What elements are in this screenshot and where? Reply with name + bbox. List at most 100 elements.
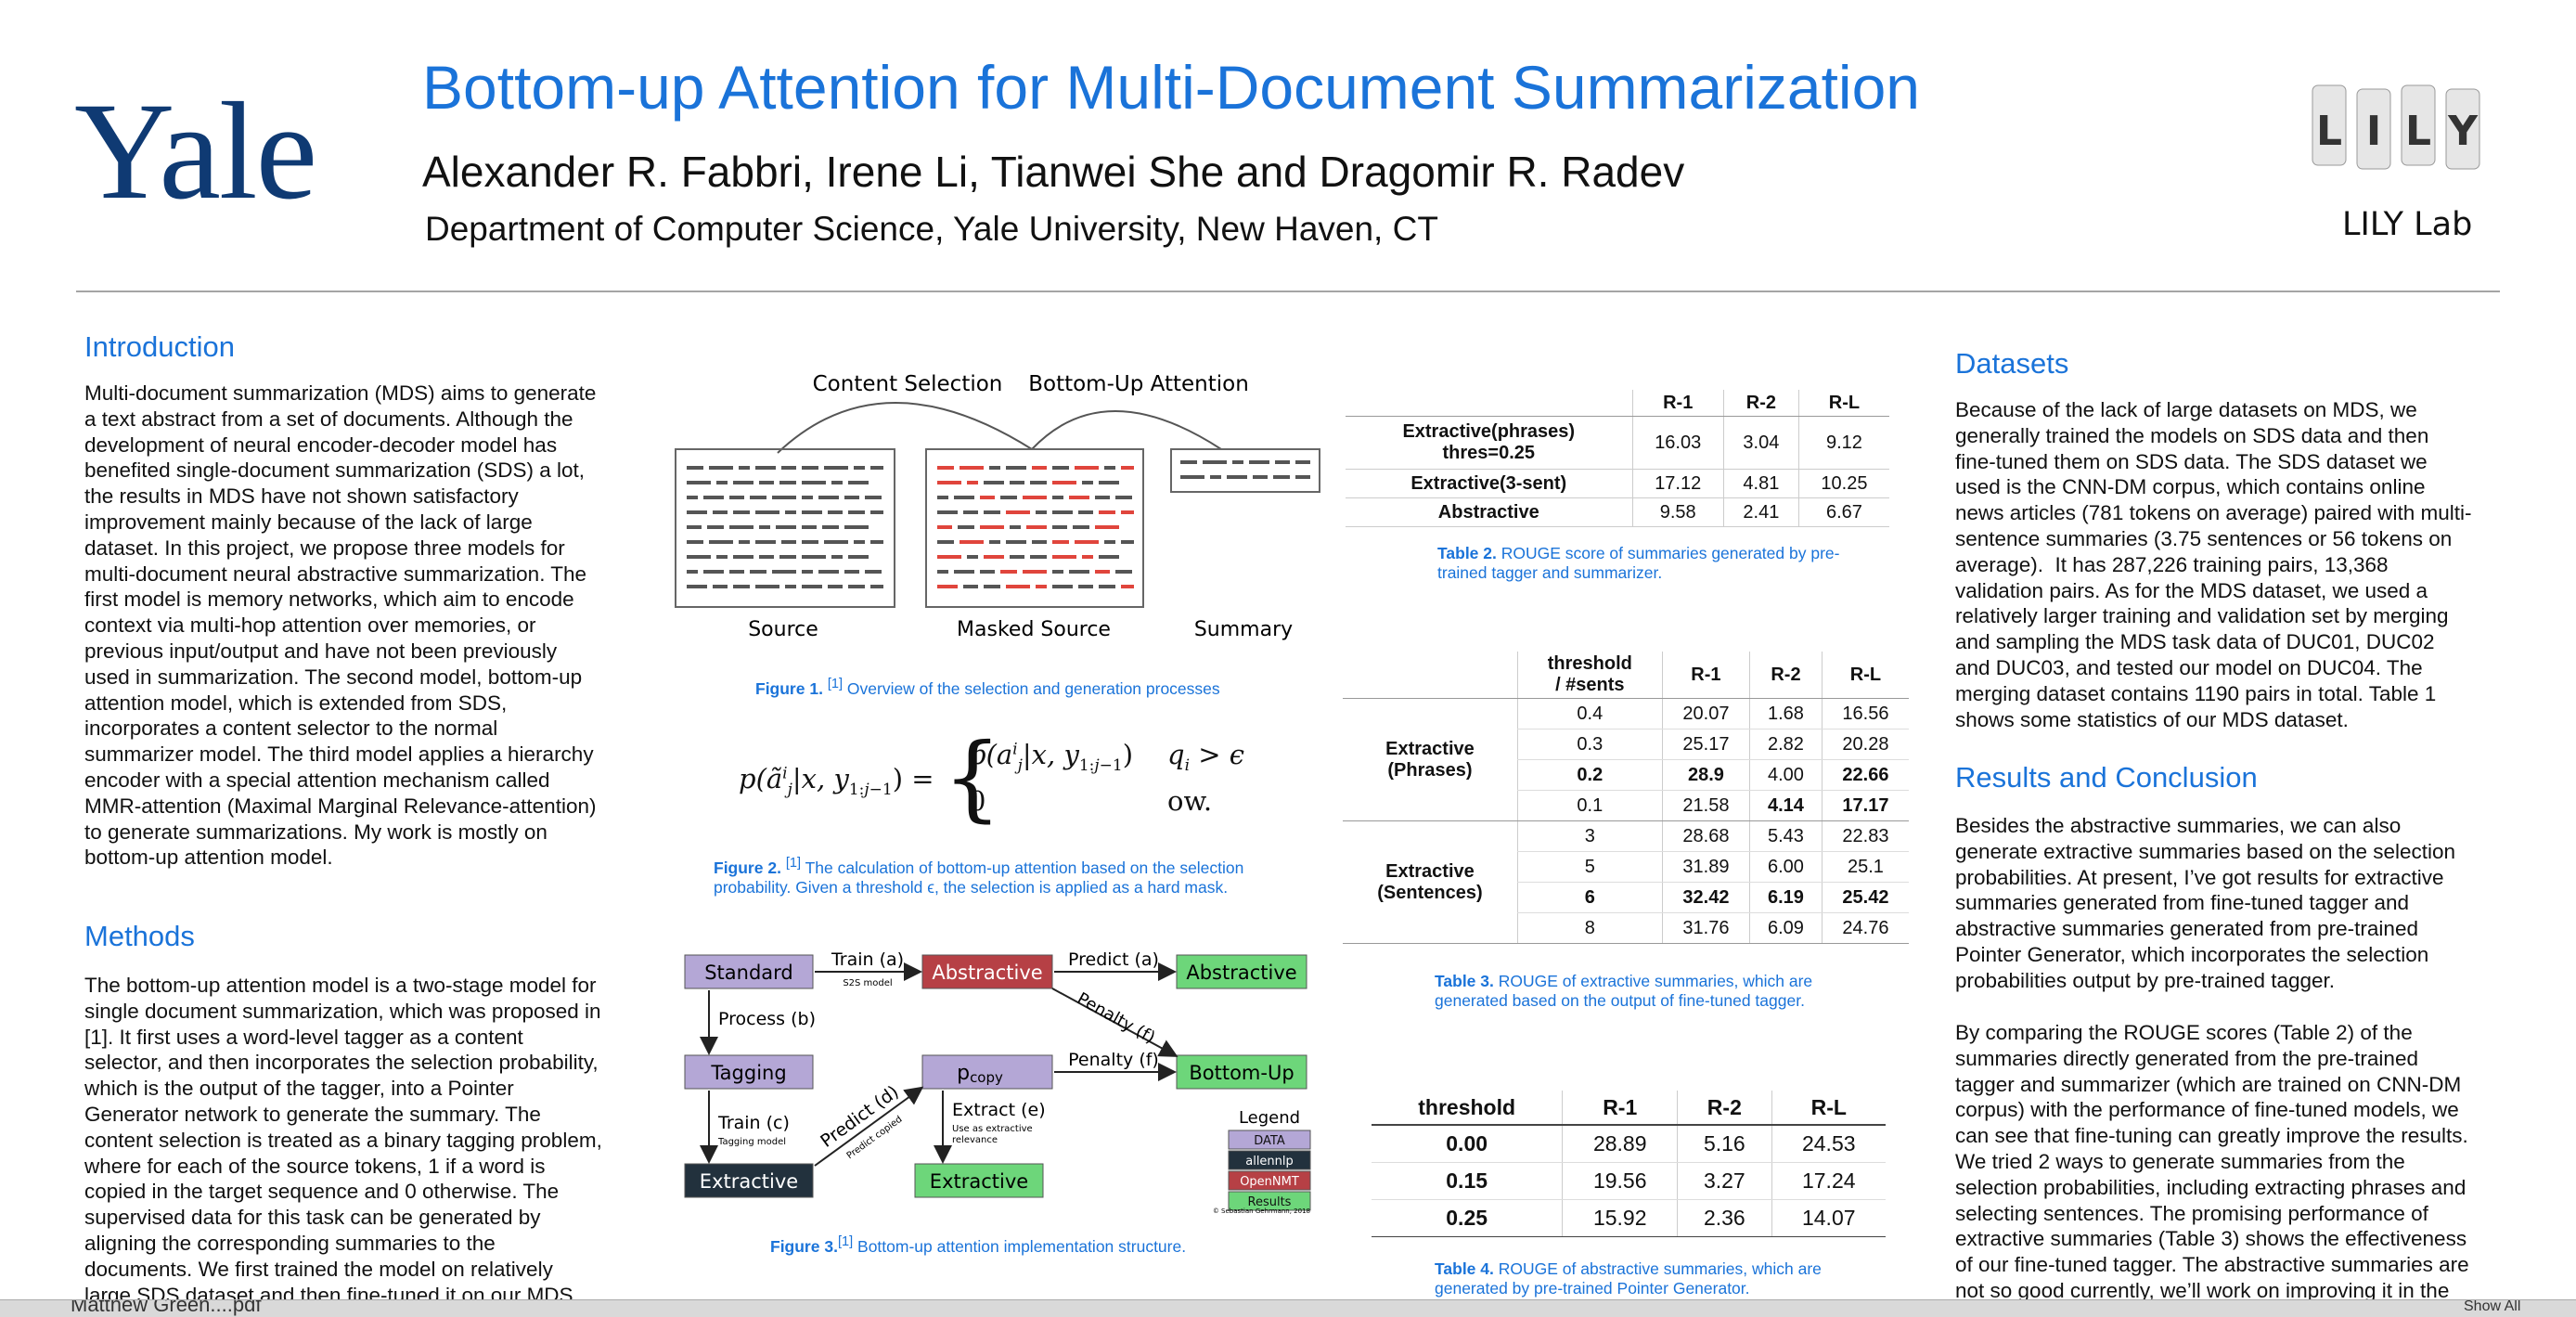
table-3: threshold / #sents R-1 R-2 R-L Extractive (Phr…	[1343, 652, 1909, 944]
introduction-line: first model is memory networks, which ai…	[84, 587, 574, 612]
results-line: can see that fine-tuning can greatly imp…	[1955, 1124, 2468, 1148]
table-group-label: Extractive (Phrases)	[1343, 698, 1518, 821]
table-row-label: Extractive(3-sent)	[1346, 469, 1633, 498]
introduction-line: used in summarization. The second model,…	[84, 665, 583, 689]
table-cell: 16.03	[1631, 416, 1724, 470]
legend-label: OpenNMT	[1240, 1175, 1299, 1189]
table-cell: 20.28	[1821, 729, 1909, 760]
datasets-line: Because of the lack of large datasets on…	[1955, 398, 2417, 421]
masked-source-box	[925, 448, 1144, 608]
table-row-label: 0.15	[1372, 1162, 1563, 1200]
table-group-label: Extractive (Sentences)	[1343, 820, 1518, 944]
table-4: threshold R-1 R-2 R-L 0.00 28.89 5.16 24.53 0.15…	[1372, 1091, 1886, 1237]
lily-logo-letter: L	[2405, 108, 2431, 155]
table-row-label: Extractive(phrases) thres=0.25	[1346, 416, 1633, 470]
table-cell: 8	[1516, 912, 1663, 944]
table-4-caption-line-2: generated by pre-trained Pointer Generat…	[1435, 1279, 1750, 1298]
standard-box	[684, 954, 814, 989]
figure-2-caption-line-1: The calculation of bottom-up attention b…	[801, 858, 1244, 877]
methods-line: Generator network to generate the summar…	[84, 1102, 541, 1126]
table-header-cell: R-1	[1631, 390, 1724, 417]
figure-3-caption-text: Bottom-up attention implementation struc…	[853, 1236, 1187, 1256]
tagging-box	[684, 1054, 814, 1090]
bottom-up-attention-label: Bottom-Up Attention	[1028, 372, 1249, 396]
abstractive-green-box	[1176, 954, 1307, 989]
methods-line: content selection is treated as a binary…	[84, 1128, 602, 1152]
table-cell: 2.41	[1722, 497, 1799, 527]
poster-title: Bottom-up Attention for Multi-Document S…	[422, 53, 1921, 122]
header-divider	[76, 291, 2500, 292]
table-4-number: Table 4.	[1435, 1259, 1494, 1278]
methods-line: single document summarization, which was…	[84, 999, 601, 1023]
table-cell: 14.07	[1771, 1199, 1886, 1237]
datasets-line: and DUC03, and tested our model on DUC04…	[1955, 655, 2423, 679]
methods-line: aligning the corresponding summaries to …	[84, 1231, 496, 1255]
table-header-cell: R-2	[1722, 390, 1799, 417]
formula-condition-2: ow.	[1167, 785, 1213, 817]
table-cell: 5	[1516, 851, 1663, 883]
table-cell: 0.2	[1516, 759, 1663, 791]
datasets-text: Because of the lack of large datasets on…	[1955, 397, 2472, 732]
table-row: 6 32.42 6.19 25.42	[1343, 882, 1909, 913]
results-text-2: By comparing the ROUGE scores (Table 2) …	[1955, 1020, 2469, 1299]
table-header-cell: R-L	[1771, 1091, 1886, 1126]
table-4-caption: Table 4. ROUGE of abstractive summaries,…	[1435, 1259, 1822, 1298]
methods-line: selector, and then incorporates the sele…	[84, 1051, 599, 1075]
table-row: 0.3 25.17 2.82 20.28	[1343, 729, 1909, 760]
table-cell: 0.4	[1516, 698, 1663, 730]
results-line: summaries directly generated from the pr…	[1955, 1046, 2418, 1070]
datasets-line: used is the CNN-DM corpus, which contain…	[1955, 475, 2426, 499]
summary-box	[1170, 448, 1320, 493]
table-header-row: threshold R-1 R-2 R-L	[1372, 1091, 1886, 1126]
table-cell: 15.92	[1562, 1199, 1678, 1237]
table-2-caption-line-2: trained tagger and summarizer.	[1437, 563, 1663, 582]
legend-swatch	[1228, 1170, 1311, 1191]
download-item[interactable]: Matthew Green....pdf	[71, 1299, 262, 1316]
table-cell: 9.58	[1631, 497, 1724, 527]
table-cell: 3.27	[1677, 1162, 1772, 1200]
table-cell: 10.25	[1797, 469, 1889, 498]
introduction-line: context via multi-hop attention over mem…	[84, 613, 536, 638]
table-cell: 17.17	[1821, 790, 1909, 821]
legend-label: DATA	[1254, 1134, 1285, 1148]
table-cell: 20.07	[1661, 698, 1750, 730]
table-cell: 2.82	[1749, 729, 1823, 760]
table-row: Extractive (Sentences) 3 28.68 5.43 22.83	[1343, 820, 1909, 944]
masked-source-label: Masked Source	[957, 618, 1111, 641]
show-all-button[interactable]: Show All	[2464, 1299, 2521, 1314]
results-text-1: Besides the abstractive summaries, we ca…	[1955, 813, 2455, 994]
lily-logo-block	[2445, 88, 2480, 170]
download-bar: Matthew Green....pdf Show All	[0, 1299, 2576, 1317]
lab-name: LILY Lab	[2342, 206, 2473, 243]
introduction-line: benefited single-document summarization …	[84, 458, 586, 483]
introduction-text: Multi-document summarization (MDS) aims …	[84, 381, 596, 871]
lily-logo-block	[2401, 84, 2436, 166]
selection-arc	[777, 402, 1033, 454]
table-4-caption-line-1: ROUGE of abstractive summaries, which ar…	[1493, 1259, 1822, 1278]
table-cell: 1.68	[1749, 698, 1823, 730]
results-heading: Results and Conclusion	[1955, 761, 2258, 794]
table-header-cell: threshold / #sents	[1516, 652, 1663, 699]
authors: Alexander R. Fabbri, Irene Li, Tianwei S…	[422, 148, 1685, 196]
results-line: abstractive summaries generated from pre…	[1955, 917, 2418, 941]
table-cell: 25.42	[1821, 882, 1909, 913]
formula-condition-1: qi > ϵ	[1167, 739, 1245, 775]
results-line: corpus) with the performance of fine-tun…	[1955, 1098, 2459, 1122]
datasets-line: average). It has 287,226 training pairs,…	[1955, 552, 2389, 576]
introduction-line: bottom-up attention model.	[84, 846, 333, 870]
table-row-label: 0.00	[1372, 1125, 1563, 1163]
pcopy-label: pcopy	[957, 1062, 1003, 1086]
methods-line: where for each of the source tokens, 1 i…	[84, 1154, 546, 1178]
table-row: Extractive(phrases) thres=0.25 16.03 3.04 9.…	[1346, 416, 1889, 470]
figure-3-diagram: Standard Abstractive Abstractive Tagging…	[684, 949, 1311, 1215]
table-cell: 6.19	[1749, 882, 1823, 913]
introduction-line: encoder with a special attention mechani…	[84, 768, 550, 792]
table-3-number: Table 3.	[1435, 972, 1494, 990]
legend-label: Results	[1248, 1195, 1292, 1209]
results-line: Besides the abstractive summaries, we ca…	[1955, 814, 2402, 837]
introduction-line: development of neural encoder-decoder mo…	[84, 433, 558, 457]
table-cell: 4.14	[1749, 790, 1823, 821]
legend-swatch	[1228, 1130, 1311, 1150]
lily-logo-letter: L	[2316, 108, 2342, 155]
table-row: 5 31.89 6.00 25.1	[1343, 851, 1909, 883]
